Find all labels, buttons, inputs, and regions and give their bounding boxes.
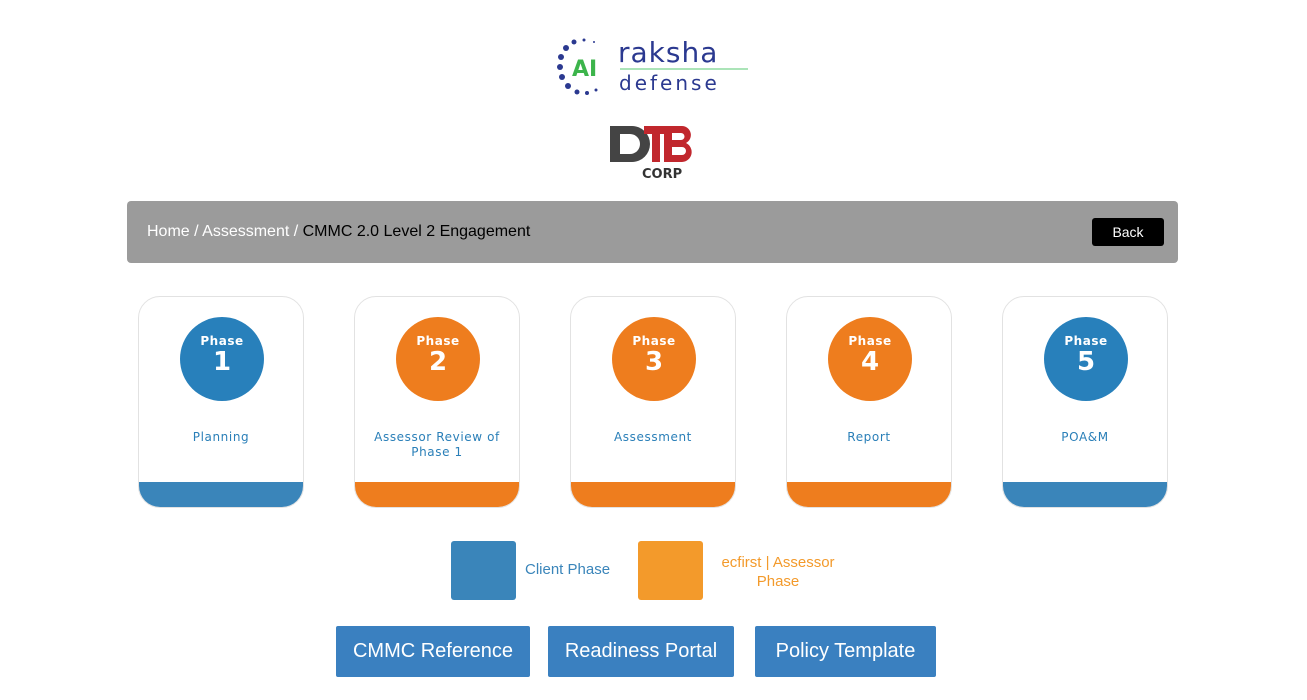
phase-type-band xyxy=(787,482,951,507)
phase-badge: Phase 4 xyxy=(828,317,912,401)
svg-text:raksha: raksha xyxy=(618,36,718,69)
legend-assessor-label: ecfirst | Assessor Phase xyxy=(721,554,835,590)
phase-title: POA&M xyxy=(1061,430,1109,444)
readiness-portal-button[interactable]: Readiness Portal xyxy=(548,626,734,677)
back-button[interactable]: Back xyxy=(1092,218,1164,246)
phase-badge: Phase 2 xyxy=(396,317,480,401)
legend-client-label: Client Phase xyxy=(525,561,611,578)
svg-text:defense: defense xyxy=(619,71,720,95)
phase-card-5[interactable]: Phase 5 POA&M xyxy=(1002,296,1168,508)
raksha-defense-logo: AI raksha defense xyxy=(556,36,752,98)
breadcrumb-assessment[interactable]: Assessment xyxy=(202,223,290,240)
phase-card-1[interactable]: Phase 1 Planning xyxy=(138,296,304,508)
phase-card-2[interactable]: Phase 2 Assessor Review of Phase 1 xyxy=(354,296,520,508)
breadcrumb: Home / Assessment / CMMC 2.0 Level 2 Eng… xyxy=(147,223,530,241)
phase-type-band xyxy=(571,482,735,507)
phase-badge: Phase 1 xyxy=(180,317,264,401)
phase-type-band xyxy=(355,482,519,507)
phase-badge: Phase 5 xyxy=(1044,317,1128,401)
breadcrumb-home[interactable]: Home xyxy=(147,223,190,240)
phase-number: 4 xyxy=(860,347,880,377)
phase-title: Planning xyxy=(192,430,250,444)
breadcrumb-bar: Home / Assessment / CMMC 2.0 Level 2 Eng… xyxy=(127,201,1178,263)
phase-title: Report xyxy=(847,430,891,444)
phase-label: Phase xyxy=(848,334,892,348)
phase-label: Phase xyxy=(416,334,460,348)
phase-number: 3 xyxy=(644,347,664,377)
breadcrumb-current: CMMC 2.0 Level 2 Engagement xyxy=(302,223,531,240)
phase-label: Phase xyxy=(200,334,244,348)
phase-title: Assessment xyxy=(614,430,692,444)
phase-number: 1 xyxy=(212,347,232,377)
phase-label: Phase xyxy=(632,334,676,348)
breadcrumb-separator: / xyxy=(189,223,203,240)
cmmc-reference-button[interactable]: CMMC Reference xyxy=(336,626,530,677)
svg-text:AI: AI xyxy=(572,57,597,82)
legend-client-swatch xyxy=(451,541,516,600)
phase-number: 2 xyxy=(428,347,448,377)
phase-number: 5 xyxy=(1076,347,1096,377)
breadcrumb-separator: / xyxy=(289,223,303,240)
phase-title: Assessor Review of Phase 1 xyxy=(374,430,500,459)
phase-type-band xyxy=(139,482,303,507)
legend-assessor-swatch xyxy=(638,541,703,600)
policy-template-button[interactable]: Policy Template xyxy=(755,626,936,677)
phase-type-band xyxy=(1003,482,1167,507)
phase-badge: Phase 3 xyxy=(612,317,696,401)
phase-card-4[interactable]: Phase 4 Report xyxy=(786,296,952,508)
svg-text:CORP: CORP xyxy=(642,167,682,182)
dtb-corp-logo: CORP xyxy=(606,122,700,182)
phase-label: Phase xyxy=(1064,334,1108,348)
phase-card-3[interactable]: Phase 3 Assessment xyxy=(570,296,736,508)
